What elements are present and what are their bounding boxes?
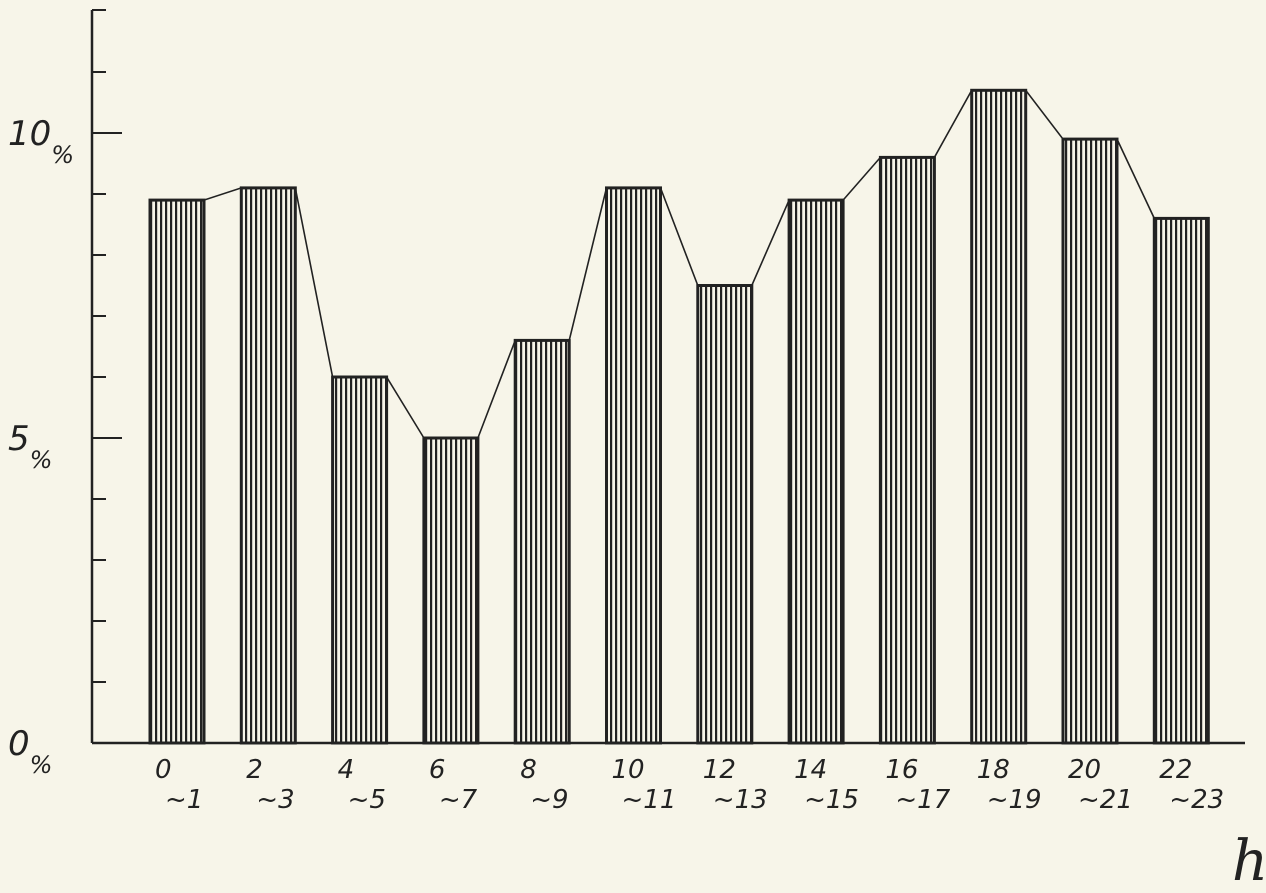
x-tick-label-start: 14 [794, 755, 827, 785]
x-tick-label-start: 18 [977, 755, 1010, 785]
x-tick-label-end: ~9 [530, 785, 568, 815]
bar [513, 338, 571, 745]
bar [422, 436, 480, 745]
x-tick-label-end: ~15 [804, 785, 859, 815]
x-tick-label-start: 6 [429, 755, 446, 785]
bar [787, 198, 845, 745]
bar [605, 186, 662, 745]
x-axis-unit-label: h [1232, 829, 1266, 893]
x-tick-label-start: 8 [520, 755, 537, 785]
tick-labels: 0%5%10%0~12~34~56~78~910~1112~1314~1516~… [8, 114, 1224, 815]
bar [1152, 216, 1210, 745]
bar [148, 198, 206, 745]
bar [696, 284, 754, 745]
y-tick-label: 10% [8, 114, 74, 169]
bar [239, 186, 297, 745]
x-tick-label-end: ~23 [1169, 785, 1224, 815]
x-tick-label-end: ~3 [256, 785, 294, 815]
bar [1061, 137, 1119, 745]
x-tick-label-end: ~1 [165, 785, 203, 815]
x-tick-label-start: 20 [1068, 755, 1101, 785]
y-tick-label: 0% [8, 724, 52, 779]
x-tick-label-end: ~11 [622, 785, 677, 815]
x-tick-label-start: 4 [338, 755, 355, 785]
x-tick-label-end: ~17 [895, 785, 950, 815]
x-tick-label-start: 22 [1159, 755, 1192, 785]
x-tick-label-end: ~21 [1078, 785, 1133, 815]
y-tick-label: 5% [8, 419, 52, 474]
x-tick-label-end: ~5 [348, 785, 386, 815]
trend-line [150, 89, 1209, 439]
bar [970, 88, 1028, 745]
x-tick-label-start: 2 [246, 755, 263, 785]
x-tick-label-start: 12 [703, 755, 736, 785]
bar [878, 155, 936, 745]
bar [331, 375, 389, 745]
x-tick-label-end: ~13 [713, 785, 768, 815]
bars [148, 88, 1210, 745]
x-tick-label-end: ~7 [439, 785, 478, 815]
x-tick-label-start: 0 [155, 755, 172, 785]
x-tick-label-start: 16 [885, 755, 918, 785]
connecting-line [150, 89, 1209, 439]
x-tick-label-start: 10 [612, 755, 645, 785]
x-tick-label-end: ~19 [987, 785, 1042, 815]
